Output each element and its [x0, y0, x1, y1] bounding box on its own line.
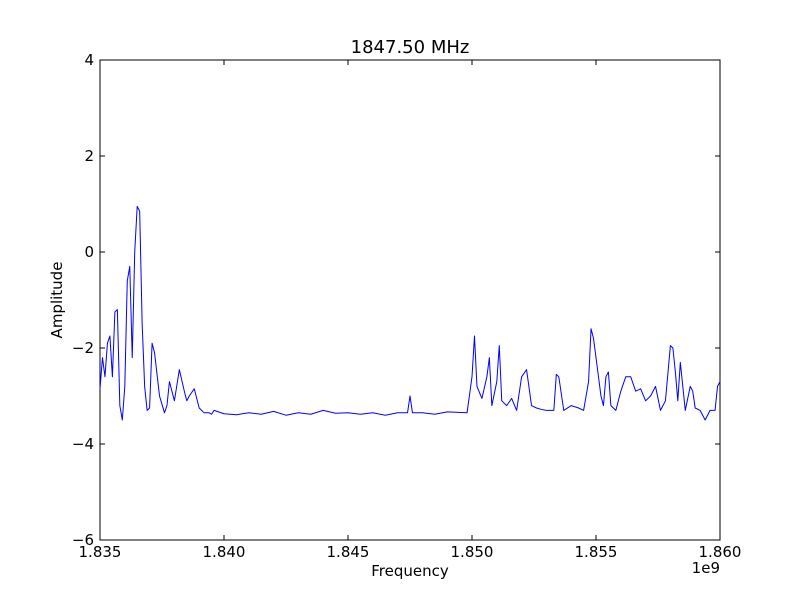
plot-area-frame [99, 59, 721, 541]
x-tick-label: 1.845 [327, 543, 370, 561]
x-axis-offset-label: 1e9 [692, 559, 720, 577]
x-tick-label: 1.835 [79, 543, 122, 561]
y-tick-label: 2 [84, 147, 94, 165]
chart-title: 1847.50 MHz [351, 37, 470, 58]
axis-ticks [99, 59, 721, 541]
x-axis-label: Frequency [371, 562, 449, 580]
y-axis-label: Amplitude [48, 262, 66, 339]
x-tick-label: 1.855 [575, 543, 618, 561]
amplitude-series-line [99, 205, 721, 421]
x-tick-label: 1.850 [451, 543, 494, 561]
x-tick-label: 1.860 [699, 543, 742, 561]
y-tick-label: 4 [84, 51, 94, 69]
y-tick-label: 0 [84, 243, 94, 261]
y-tick-label: −2 [72, 339, 94, 357]
axis-tick-labels: 1.835 1.840 1.845 1.850 1.855 1.860 4 2 0 −2 −4 −6 [72, 51, 742, 561]
y-tick-label: −4 [72, 435, 94, 453]
x-tick-label: 1.840 [203, 543, 246, 561]
y-tick-label: −6 [72, 531, 94, 549]
